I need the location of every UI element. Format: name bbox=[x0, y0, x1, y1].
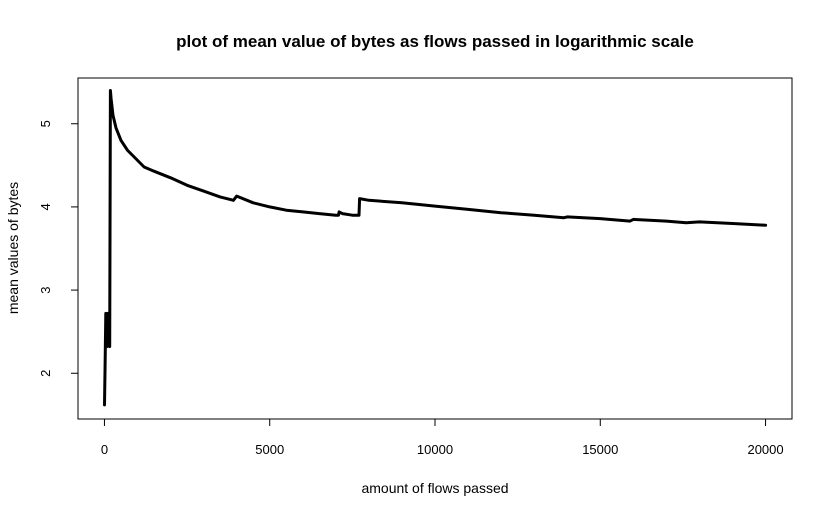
y-axis-label: mean values of bytes bbox=[5, 182, 21, 314]
y-tick-label: 2 bbox=[38, 370, 53, 377]
y-tick-label: 5 bbox=[38, 120, 53, 127]
y-tick-label: 3 bbox=[38, 286, 53, 293]
x-tick-label: 0 bbox=[101, 442, 108, 457]
x-tick-label: 5000 bbox=[255, 442, 284, 457]
y-tick-label: 4 bbox=[38, 203, 53, 210]
x-tick-label: 15000 bbox=[582, 442, 618, 457]
plot-frame bbox=[77, 77, 793, 420]
y-axis: 2 3 4 5 bbox=[38, 120, 79, 377]
x-axis: 0 5000 10000 15000 20000 bbox=[101, 418, 784, 457]
data-line bbox=[103, 89, 768, 407]
chart-title: plot of mean value of bytes as flows pas… bbox=[176, 32, 694, 51]
x-axis-label: amount of flows passed bbox=[361, 480, 508, 496]
x-tick-label: 20000 bbox=[747, 442, 783, 457]
x-tick-label: 10000 bbox=[417, 442, 453, 457]
